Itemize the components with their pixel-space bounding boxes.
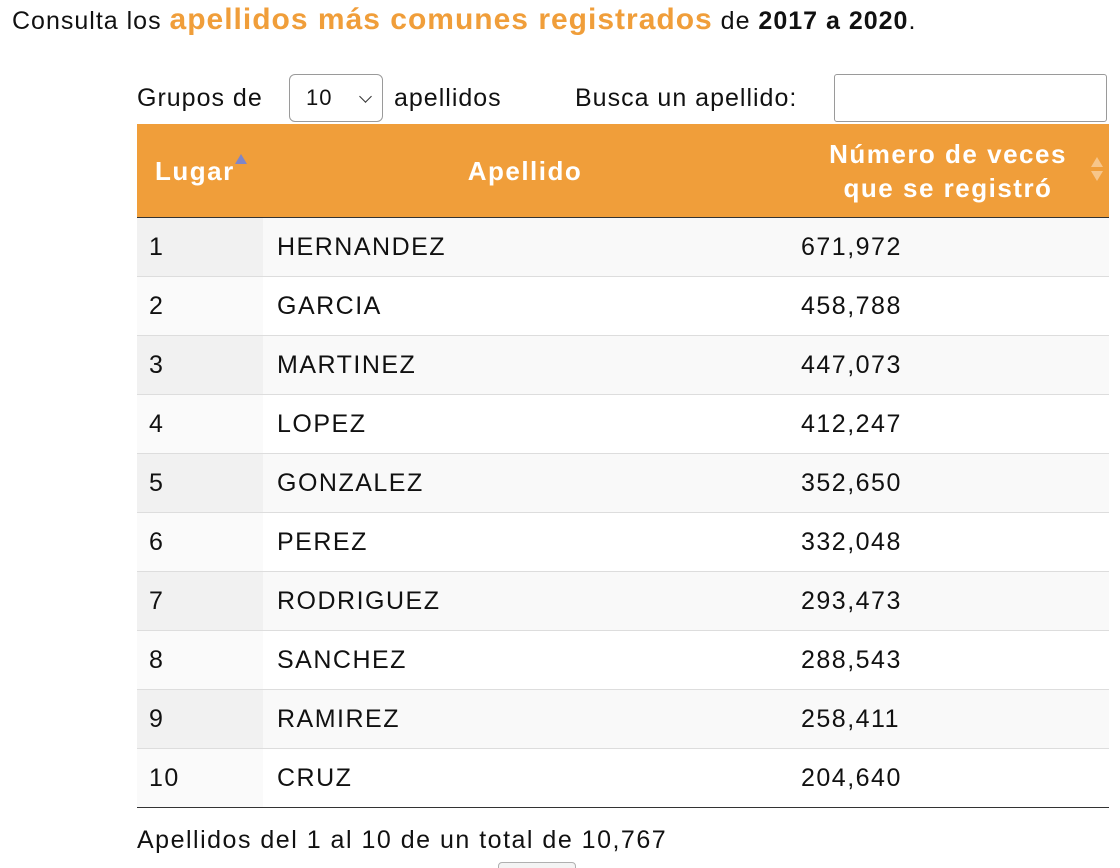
surnames-table: Lugar Apellido Número de veces que se re…: [137, 124, 1109, 808]
column-header-apellido-label: Apellido: [467, 155, 583, 186]
cell-apellido: HERNANDEZ: [263, 217, 787, 277]
table-row: 6 PEREZ 332,048: [137, 512, 1109, 572]
table-row: 1 HERNANDEZ 671,972: [137, 217, 1109, 277]
cell-lugar: 1: [137, 217, 263, 277]
cell-apellido: CRUZ: [263, 748, 787, 808]
cell-veces: 332,048: [787, 512, 1109, 572]
sort-ascending-icon: [235, 154, 247, 180]
cell-veces: 352,650: [787, 453, 1109, 513]
column-header-veces-line2: que se registró: [843, 172, 1053, 203]
table-row: 10 CRUZ 204,640: [137, 748, 1109, 808]
cell-apellido: PEREZ: [263, 512, 787, 572]
sort-both-icon: [1091, 157, 1103, 183]
cell-lugar: 3: [137, 335, 263, 395]
cell-veces: 458,788: [787, 276, 1109, 336]
table-row: 2 GARCIA 458,788: [137, 276, 1109, 336]
column-header-lugar-label: Lugar: [155, 155, 235, 186]
headline-years: 2017 a 2020: [758, 7, 909, 35]
headline-suffix: .: [908, 7, 917, 35]
headline-prefix: Consulta los: [12, 7, 170, 35]
cell-apellido: GONZALEZ: [263, 453, 787, 513]
page-length-suffix: apellidos: [394, 84, 502, 112]
page-length-label: Grupos de: [137, 84, 263, 112]
cell-veces: 671,972: [787, 217, 1109, 277]
table-row: 3 MARTINEZ 447,073: [137, 335, 1109, 395]
cell-apellido: SANCHEZ: [263, 630, 787, 690]
headline-middle: de: [712, 7, 759, 35]
table-controls: Grupos de 10 apellidos Busca un apellido…: [137, 74, 1109, 124]
cell-lugar: 8: [137, 630, 263, 690]
chevron-down-icon: [359, 90, 372, 103]
cell-lugar: 9: [137, 689, 263, 749]
column-header-veces[interactable]: Número de veces que se registró: [787, 124, 1109, 218]
cell-apellido: MARTINEZ: [263, 335, 787, 395]
table-row: 5 GONZALEZ 352,650: [137, 453, 1109, 513]
table-row: 7 RODRIGUEZ 293,473: [137, 571, 1109, 631]
cell-veces: 204,640: [787, 748, 1109, 808]
search-label: Busca un apellido:: [575, 84, 798, 112]
cell-veces: 293,473: [787, 571, 1109, 631]
page-length-select[interactable]: 10: [289, 74, 383, 122]
cell-apellido: RAMIREZ: [263, 689, 787, 749]
cell-lugar: 6: [137, 512, 263, 572]
table-header-row: Lugar Apellido Número de veces que se re…: [137, 124, 1109, 218]
table-row: 4 LOPEZ 412,247: [137, 394, 1109, 454]
headline-highlight: apellidos más comunes registrados: [169, 3, 713, 36]
cell-lugar: 4: [137, 394, 263, 454]
cell-veces: 258,411: [787, 689, 1109, 749]
column-header-apellido[interactable]: Apellido: [263, 124, 901, 218]
cell-lugar: 7: [137, 571, 263, 631]
cell-veces: 447,073: [787, 335, 1109, 395]
cell-veces: 288,543: [787, 630, 1109, 690]
headline: Consulta los apellidos más comunes regis…: [12, 2, 916, 39]
cell-apellido: RODRIGUEZ: [263, 571, 787, 631]
table-info: Apellidos del 1 al 10 de un total de 10,…: [137, 826, 668, 854]
page-length-value: 10: [306, 85, 333, 110]
cell-lugar: 10: [137, 748, 263, 808]
table-row: 8 SANCHEZ 288,543: [137, 630, 1109, 690]
pagination-button[interactable]: [498, 862, 576, 868]
cell-lugar: 5: [137, 453, 263, 513]
table-body: 1 HERNANDEZ 671,972 2 GARCIA 458,788 3 MARTINEZ…: [137, 217, 1109, 808]
column-header-veces-line1: Número de veces: [829, 138, 1067, 169]
table-row: 9 RAMIREZ 258,411: [137, 689, 1109, 749]
cell-apellido: LOPEZ: [263, 394, 787, 454]
cell-apellido: GARCIA: [263, 276, 787, 336]
cell-veces: 412,247: [787, 394, 1109, 454]
column-header-lugar[interactable]: Lugar: [137, 124, 263, 218]
cell-lugar: 2: [137, 276, 263, 336]
search-input[interactable]: [834, 74, 1107, 122]
